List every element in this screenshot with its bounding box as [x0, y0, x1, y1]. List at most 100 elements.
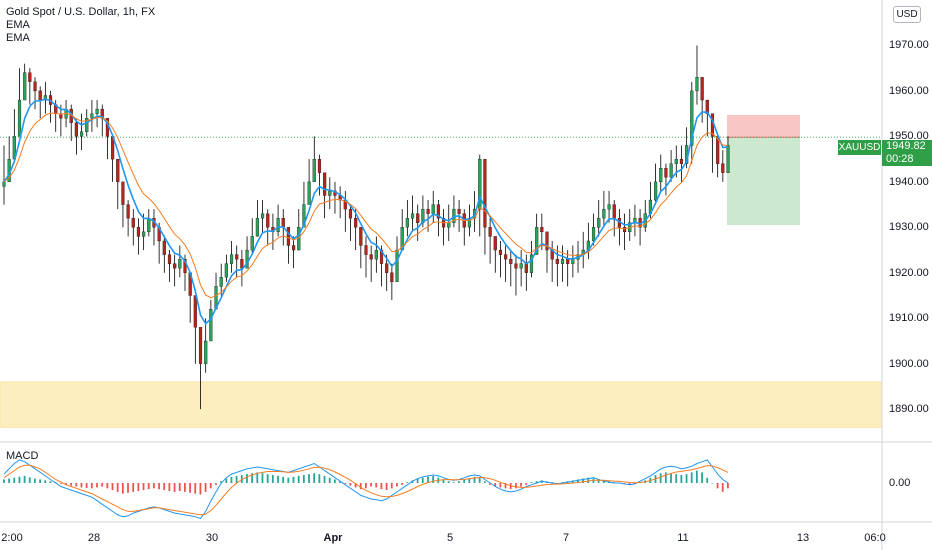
candle-body — [240, 258, 244, 269]
candle-body — [328, 190, 332, 196]
price-tick-label: 1930.00 — [889, 221, 929, 234]
macd-histogram-bar — [147, 483, 150, 490]
candle-body — [483, 158, 487, 228]
candle-body — [209, 309, 213, 342]
macd-histogram-bar — [209, 483, 212, 489]
macd-histogram-bar — [685, 474, 688, 483]
macd-histogram-bar — [189, 483, 191, 493]
macd-tick-label: 0.00 — [889, 477, 911, 489]
macd-label[interactable]: MACD — [6, 450, 39, 462]
macd-histogram-bar — [318, 474, 321, 483]
candle-body — [235, 254, 239, 260]
indicator-ema-1[interactable]: EMA — [6, 19, 30, 31]
macd-histogram-bar — [535, 481, 538, 483]
time-tick-label: 06:0 — [864, 532, 886, 544]
price-tick-label: 1940.00 — [889, 175, 929, 188]
macd-histogram-bar — [711, 483, 714, 484]
macd-histogram-bar — [359, 483, 362, 490]
demand-zone — [0, 381, 883, 428]
macd-histogram-bar — [396, 483, 398, 487]
macd-histogram-bar — [628, 483, 631, 485]
macd-histogram-bar — [235, 475, 238, 483]
chart-legend: Gold Spot / U.S. Dollar, 1h, FX EMA EMA — [6, 6, 155, 45]
price-tick-label: 1900.00 — [889, 357, 929, 370]
macd-histogram-bar — [308, 474, 310, 483]
candle-body — [493, 236, 497, 251]
macd-histogram-bar — [370, 483, 372, 487]
candle-body — [136, 227, 141, 237]
candle-body — [142, 231, 146, 237]
macd-histogram-bar — [142, 483, 145, 491]
macd-histogram-bar — [587, 477, 590, 483]
signal-line — [3, 464, 729, 516]
macd-histogram-bar — [277, 475, 279, 483]
macd-histogram-bar — [199, 483, 202, 495]
candle-body — [162, 240, 166, 255]
time-tick-label: 11 — [677, 532, 689, 544]
candle-body — [193, 295, 197, 328]
candle-body — [436, 204, 440, 219]
time-tick-label: 28 — [87, 532, 101, 544]
macd-histogram-bar — [695, 470, 698, 483]
candle-body — [85, 118, 89, 132]
candle-body — [116, 158, 120, 183]
macd-histogram-bar — [18, 476, 21, 483]
candle-body — [33, 81, 37, 92]
candle-body — [560, 258, 565, 264]
macd-histogram-bar — [271, 475, 274, 483]
candle-body — [612, 204, 616, 219]
macd-histogram-bar — [483, 481, 486, 483]
macd-histogram-bar — [452, 482, 455, 483]
candle-body — [426, 208, 430, 214]
macd-histogram-bar — [468, 478, 471, 483]
macd-histogram-bar — [659, 473, 662, 483]
ema-layer — [3, 98, 729, 325]
macd-histogram-bar — [101, 483, 104, 487]
candle-body — [504, 254, 508, 260]
candle-body — [17, 99, 22, 137]
macd-histogram-bar — [478, 477, 481, 483]
candle-body — [385, 263, 389, 273]
candle-body — [679, 158, 684, 164]
macd-histogram-bar — [230, 476, 233, 483]
indicator-ema-2[interactable]: EMA — [6, 32, 30, 44]
macd-histogram-bar — [333, 479, 336, 483]
macd-histogram-bar — [85, 483, 88, 488]
candle-body — [2, 181, 6, 187]
macd-histogram-bar — [204, 483, 207, 492]
macd-histogram-bar — [494, 483, 497, 487]
chart-title: Gold Spot / U.S. Dollar, 1h, FX — [6, 6, 156, 18]
currency-button[interactable]: USD — [893, 6, 921, 23]
candle-body — [555, 258, 559, 264]
macd-histogram-bar — [39, 479, 41, 483]
candle-body — [602, 208, 606, 219]
candle-body — [224, 263, 228, 278]
candle-body — [167, 254, 172, 264]
macd-histogram-bar — [256, 472, 259, 483]
macd-histogram-bar — [416, 478, 419, 483]
macd-histogram-bar — [473, 476, 476, 483]
macd-histogram-bar — [251, 473, 254, 483]
candle-body — [281, 218, 285, 228]
macd-histogram-bar — [287, 477, 290, 483]
candle-body — [457, 208, 461, 214]
candle-body — [509, 258, 513, 264]
candle-body — [198, 327, 203, 364]
macd-histogram-bar — [597, 479, 600, 483]
macd-histogram-bar — [339, 481, 341, 483]
candle-body — [90, 113, 94, 119]
candle-body — [597, 218, 601, 228]
candle-body — [173, 263, 177, 269]
macd-histogram-bar — [664, 472, 667, 483]
macd-histogram-bar — [116, 483, 119, 492]
macd-histogram-bar — [184, 483, 186, 492]
macd-line — [3, 459, 729, 520]
macd-histogram-bar — [313, 473, 316, 483]
candle-body — [664, 168, 668, 178]
candle-body — [669, 163, 673, 178]
candle-body — [529, 254, 534, 273]
candle-body — [229, 254, 234, 264]
macd-histogram-bar — [261, 473, 264, 483]
macd-histogram-bar — [675, 474, 678, 483]
